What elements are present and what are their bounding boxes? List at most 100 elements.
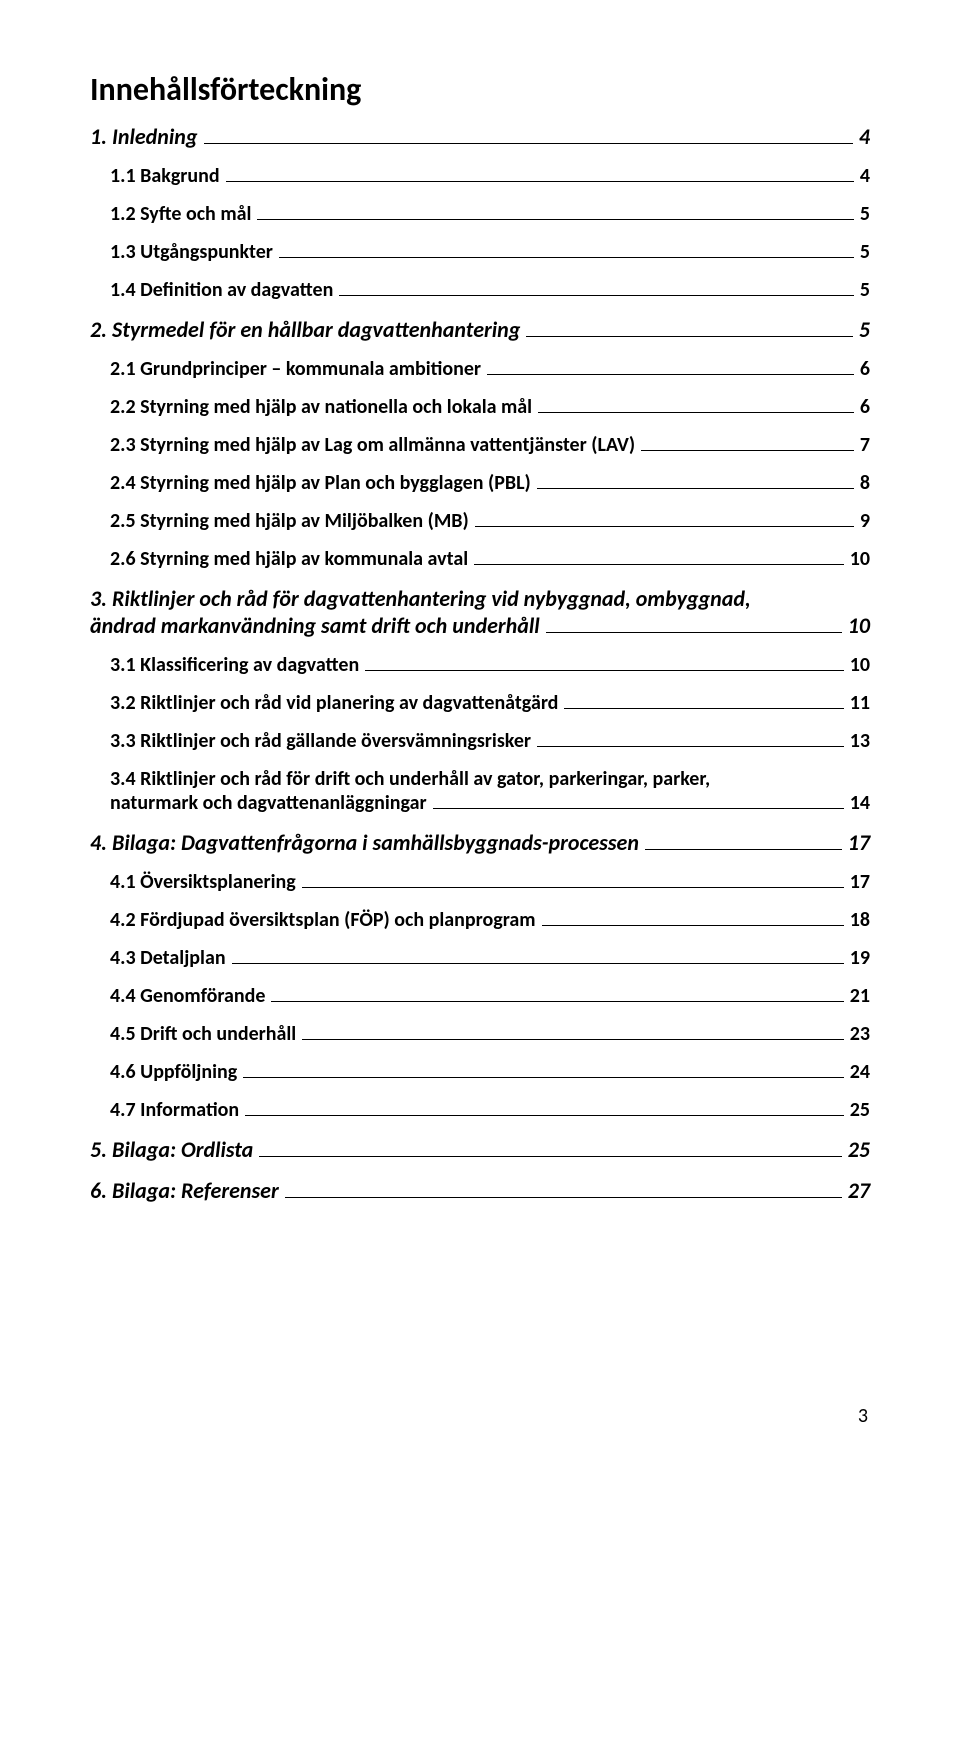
toc-entry-page: 13 <box>850 729 870 753</box>
toc-entry-page: 10 <box>850 653 870 677</box>
toc-entry-page: 10 <box>848 612 870 639</box>
toc-entry-second-row: naturmark och dagvattenanläggningar 14 <box>110 791 870 815</box>
toc-entry-label: 6. Bilaga: Referenser <box>90 1177 279 1204</box>
toc-entry: 1.3 Utgångspunkter 5 <box>90 240 870 264</box>
toc-entry-label: 4.5 Drift och underhåll <box>110 1022 296 1046</box>
toc-entry: 6. Bilaga: Referenser 27 <box>90 1177 870 1204</box>
toc-entry-label: 2.6 Styrning med hjälp av kommunala avta… <box>110 547 468 571</box>
toc-entry-label: 1.2 Syfte och mål <box>110 202 251 226</box>
toc-entry-page: 27 <box>848 1177 870 1204</box>
toc-container: 1. Inledning41.1 Bakgrund41.2 Syfte och … <box>90 123 870 1204</box>
toc-entry-page: 6 <box>860 357 870 381</box>
toc-leader <box>564 708 843 709</box>
toc-entry-label-line1: 3.4 Riktlinjer och råd för drift och und… <box>110 767 870 791</box>
toc-entry-page: 5 <box>860 202 870 226</box>
toc-entry-page: 5 <box>859 316 870 343</box>
toc-entry: 5. Bilaga: Ordlista 25 <box>90 1136 870 1163</box>
toc-entry-page: 4 <box>860 164 870 188</box>
toc-entry-page: 23 <box>850 1022 870 1046</box>
toc-entry-page: 17 <box>848 829 870 856</box>
toc-entry: 2. Styrmedel för en hållbar dagvattenhan… <box>90 316 870 343</box>
toc-entry-page: 19 <box>850 946 870 970</box>
toc-entry-label: 4.3 Detaljplan <box>110 946 226 970</box>
toc-entry: 4. Bilaga: Dagvattenfrågorna i samhällsb… <box>90 829 870 856</box>
toc-entry-label: 3.2 Riktlinjer och råd vid planering av … <box>110 691 558 715</box>
toc-entry-page: 18 <box>850 908 870 932</box>
toc-entry-label: 2. Styrmedel för en hållbar dagvattenhan… <box>90 316 520 343</box>
toc-leader <box>279 257 854 258</box>
toc-leader <box>302 1039 844 1040</box>
toc-leader <box>645 849 842 850</box>
toc-entry: 1.1 Bakgrund4 <box>90 164 870 188</box>
toc-leader <box>271 1001 843 1002</box>
toc-entry: 4.6 Uppföljning24 <box>90 1060 870 1084</box>
toc-entry-page: 11 <box>850 691 870 715</box>
toc-entry-label: 5. Bilaga: Ordlista <box>90 1136 253 1163</box>
toc-entry: 4.5 Drift och underhåll 23 <box>90 1022 870 1046</box>
toc-entry: 3. Riktlinjer och råd för dagvattenhante… <box>90 585 870 639</box>
toc-leader <box>257 219 853 220</box>
toc-entry-label: 4. Bilaga: Dagvattenfrågorna i samhällsb… <box>90 829 639 856</box>
toc-entry: 4.2 Fördjupad översiktsplan (FÖP) och pl… <box>90 908 870 932</box>
toc-leader <box>243 1077 844 1078</box>
toc-entry: 4.3 Detaljplan 19 <box>90 946 870 970</box>
toc-leader <box>641 450 854 451</box>
toc-entry: 3.1 Klassificering av dagvatten 10 <box>90 653 870 677</box>
toc-entry: 2.5 Styrning med hjälp av Miljöbalken (M… <box>90 509 870 533</box>
toc-entry: 3.4 Riktlinjer och råd för drift och und… <box>90 767 870 815</box>
toc-entry-second-row: ändrad markanvändning samt drift och und… <box>90 612 870 639</box>
toc-entry-label: 4.4 Genomförande <box>110 984 265 1008</box>
toc-entry-page: 5 <box>860 278 870 302</box>
toc-entry-label: 2.3 Styrning med hjälp av Lag om allmänn… <box>110 433 635 457</box>
toc-entry: 2.6 Styrning med hjälp av kommunala avta… <box>90 547 870 571</box>
toc-entry: 3.2 Riktlinjer och råd vid planering av … <box>90 691 870 715</box>
toc-entry: 4.1 Översiktsplanering17 <box>90 870 870 894</box>
toc-leader <box>537 488 854 489</box>
toc-entry-label: 2.5 Styrning med hjälp av Miljöbalken (M… <box>110 509 469 533</box>
toc-entry: 4.7 Information25 <box>90 1098 870 1122</box>
toc-leader <box>542 925 844 926</box>
toc-entry-label: 4.2 Fördjupad översiktsplan (FÖP) och pl… <box>110 908 536 932</box>
toc-entry-label: 4.1 Översiktsplanering <box>110 870 296 894</box>
toc-leader <box>232 963 844 964</box>
toc-leader <box>285 1197 842 1198</box>
toc-entry-label: 3.1 Klassificering av dagvatten <box>110 653 359 677</box>
toc-entry: 2.3 Styrning med hjälp av Lag om allmänn… <box>90 433 870 457</box>
toc-leader <box>526 336 852 337</box>
toc-leader <box>537 746 844 747</box>
toc-leader <box>365 670 844 671</box>
toc-leader <box>204 143 853 144</box>
toc-entry-page: 25 <box>848 1136 870 1163</box>
toc-entry-page: 14 <box>850 791 870 815</box>
toc-entry-page: 24 <box>850 1060 870 1084</box>
toc-entry-label: 1.3 Utgångspunkter <box>110 240 273 264</box>
toc-entry: 1.4 Definition av dagvatten 5 <box>90 278 870 302</box>
toc-leader <box>259 1156 841 1157</box>
toc-entry-label: 1.4 Definition av dagvatten <box>110 278 333 302</box>
toc-entry: 1.2 Syfte och mål 5 <box>90 202 870 226</box>
toc-leader <box>475 526 854 527</box>
toc-entry: 4.4 Genomförande 21 <box>90 984 870 1008</box>
toc-entry-label-line2: ändrad markanvändning samt drift och und… <box>90 612 540 639</box>
toc-entry-label-line2: naturmark och dagvattenanläggningar <box>110 791 427 815</box>
toc-entry-page: 6 <box>860 395 870 419</box>
toc-entry: 2.2 Styrning med hjälp av nationella och… <box>90 395 870 419</box>
toc-entry-label: 1. Inledning <box>90 123 198 150</box>
toc-leader <box>487 374 854 375</box>
toc-entry: 2.1 Grundprinciper – kommunala ambitione… <box>90 357 870 381</box>
toc-leader <box>538 412 854 413</box>
toc-entry-page: 7 <box>860 433 870 457</box>
toc-entry-label: 2.4 Styrning med hjälp av Plan och byggl… <box>110 471 531 495</box>
toc-entry: 3.3 Riktlinjer och råd gällande översväm… <box>90 729 870 753</box>
toc-entry-page: 5 <box>860 240 870 264</box>
page-number-footer: 3 <box>90 1404 870 1428</box>
toc-leader <box>546 632 842 633</box>
toc-leader <box>339 295 854 296</box>
toc-leader <box>302 887 844 888</box>
toc-entry-page: 25 <box>850 1098 870 1122</box>
toc-entry-page: 9 <box>860 509 870 533</box>
toc-entry-page: 4 <box>859 123 870 150</box>
toc-entry-page: 21 <box>850 984 870 1008</box>
toc-leader <box>245 1115 844 1116</box>
toc-entry: 2.4 Styrning med hjälp av Plan och byggl… <box>90 471 870 495</box>
